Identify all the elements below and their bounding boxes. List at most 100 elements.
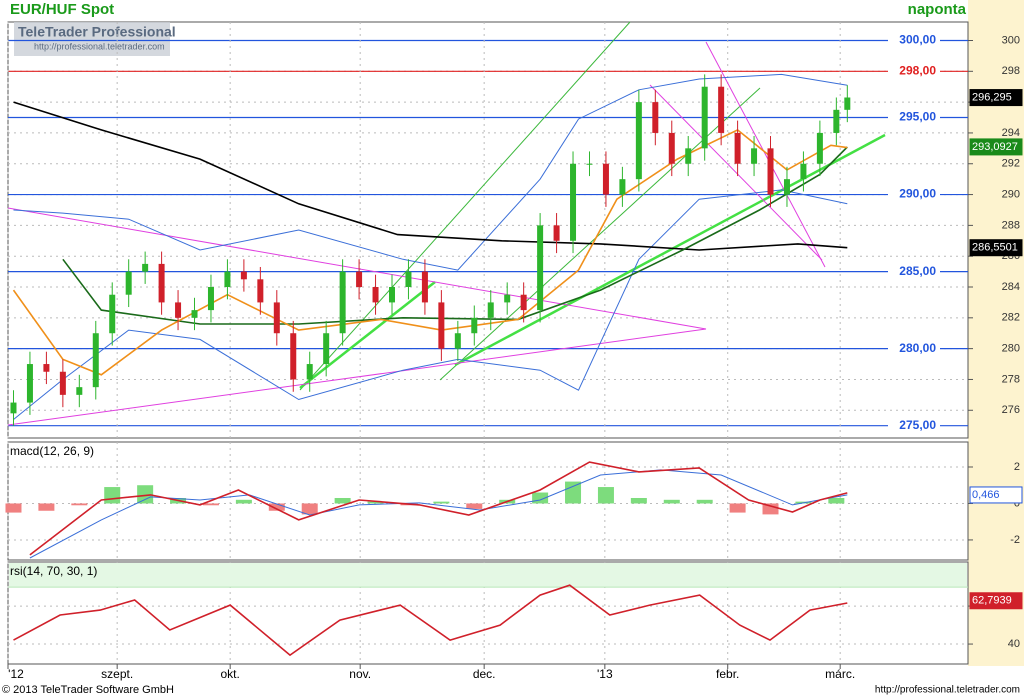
trend-line (7, 207, 707, 330)
candle-body (26, 364, 33, 403)
x-tick-label: szept. (101, 667, 133, 681)
candle-body (718, 86, 725, 133)
candle-body (783, 179, 790, 195)
candle-body (454, 333, 461, 349)
candle-body (701, 86, 708, 149)
candle-body (76, 387, 83, 395)
y-tick-label: 288 (1002, 219, 1020, 231)
candle-body (421, 271, 428, 303)
histogram-bar (71, 503, 88, 506)
y-tick-label: 278 (1002, 373, 1020, 385)
level-label: 298,00 (899, 63, 936, 77)
level-label: 290,00 (899, 187, 936, 201)
last-value-label: 62,7939 (972, 595, 1012, 607)
y-tick-label: 276 (1002, 404, 1020, 416)
logo-box (14, 22, 170, 56)
histogram-bar (334, 497, 351, 504)
x-tick-label: nov. (349, 667, 371, 681)
y-tick-label: 298 (1002, 65, 1020, 77)
last-value-label: 296,295 (972, 91, 1012, 103)
y-tick-label: 294 (1002, 127, 1020, 139)
candle-body (339, 271, 346, 334)
trend-line (454, 133, 886, 367)
level-label: 280,00 (899, 341, 936, 355)
histogram-bar (762, 503, 779, 515)
x-tick-label: márc. (825, 667, 855, 681)
candle-body (504, 294, 511, 303)
candle-body (800, 163, 807, 180)
y-tick-label: 292 (1002, 158, 1020, 170)
level-label-bg (888, 263, 940, 280)
period: naponta (908, 1, 967, 18)
last-value-box (969, 89, 1023, 107)
level-label: 300,00 (899, 33, 936, 47)
candle-body (553, 225, 560, 241)
histogram-bar (301, 503, 318, 515)
candle-body (158, 263, 165, 303)
histogram-bar (137, 485, 154, 504)
candle-body (751, 148, 758, 164)
histogram-bar (38, 503, 55, 511)
y-tick-label: 284 (1002, 281, 1020, 293)
y-tick-label: 40 (1008, 638, 1020, 650)
y-tick-label: -2 (1010, 534, 1020, 546)
candle-body (767, 148, 774, 195)
candle-body (240, 271, 247, 280)
last-value-box (969, 592, 1023, 610)
x-tick-label: febr. (716, 667, 739, 681)
last-value-label: 293,0927 (972, 141, 1018, 153)
histogram-bar (202, 503, 219, 506)
histogram-bar (5, 503, 22, 513)
footer-url: http://professional.teletrader.com (875, 685, 1020, 696)
candle-body (290, 333, 297, 380)
histogram-bar (433, 501, 450, 504)
logo: TeleTrader Professional (18, 24, 176, 40)
histogram-bar (268, 503, 285, 511)
candle-body (652, 102, 659, 133)
histogram-bar (367, 501, 384, 504)
y-tick-label: 290 (1002, 188, 1020, 200)
trend-line (705, 41, 826, 268)
last-value-box (969, 138, 1023, 156)
candle-body (372, 287, 379, 303)
title: EUR/HUF Spot (10, 1, 114, 18)
level-label-bg (888, 417, 940, 434)
last-value-box (969, 486, 1023, 504)
level-label: 295,00 (899, 110, 936, 124)
last-value-label: 0,466 (972, 489, 1000, 501)
x-tick-label: '12 (8, 667, 24, 681)
candle-body (175, 302, 182, 318)
histogram-bar (104, 487, 121, 504)
x-tick-label: dec. (473, 667, 496, 681)
y-tick-label: 300 (1002, 34, 1020, 46)
last-value-box (969, 239, 1023, 257)
candle-body (844, 97, 851, 110)
level-label-bg (888, 109, 940, 126)
level-label: 275,00 (899, 418, 936, 432)
x-tick-label: '13 (597, 667, 613, 681)
candle-body (685, 148, 692, 164)
level-label-bg (888, 32, 940, 49)
candle-body (109, 294, 116, 334)
candle-body (389, 287, 395, 303)
panel-title: macd(12, 26, 9) (10, 444, 94, 458)
candle-body (734, 132, 741, 164)
candle-body (191, 310, 198, 318)
copyright: © 2013 TeleTrader Software GmbH (2, 684, 174, 696)
y-tick-label: 282 (1002, 312, 1020, 324)
level-label: 285,00 (899, 264, 936, 278)
candle-body (224, 271, 231, 288)
trend-line (649, 84, 823, 261)
candle-body (10, 402, 17, 414)
histogram-bar (696, 499, 713, 504)
histogram-bar (663, 499, 680, 504)
panel-title: rsi(14, 70, 30, 1) (10, 564, 97, 578)
histogram-bar (235, 499, 252, 504)
histogram-bar (630, 497, 647, 504)
y-tick-label: 2 (1014, 461, 1020, 473)
histogram-bar (828, 497, 845, 504)
y-tick-label: 280 (1002, 343, 1020, 355)
candle-body (273, 302, 280, 334)
trend-line (299, 21, 631, 391)
candle-body (570, 163, 577, 241)
